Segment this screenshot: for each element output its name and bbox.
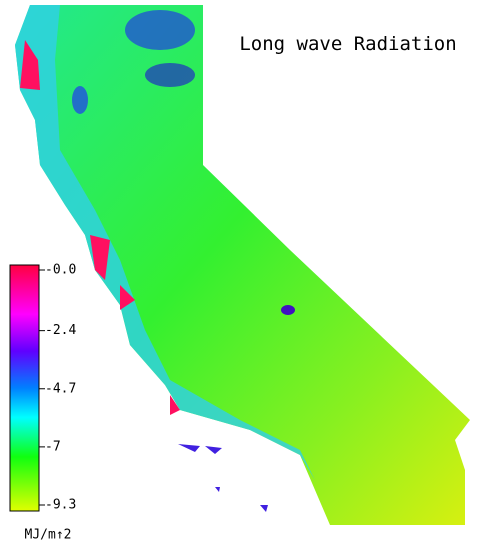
colorbar-tick-label: -2.4 <box>45 323 76 338</box>
colorbar-unit: MJ/m↑2 <box>25 528 72 543</box>
colorbar-tick-label: -9.3 <box>45 498 76 513</box>
california-map <box>15 5 470 525</box>
coast-cyan <box>15 5 315 480</box>
colorbar-tick-label: -7 <box>45 439 61 454</box>
colorbar-tick-label: -4.7 <box>45 381 76 396</box>
blue-patch <box>145 63 195 87</box>
state-land <box>15 5 470 525</box>
islands <box>178 444 268 512</box>
blue-patch <box>125 10 195 50</box>
blue-patch <box>281 305 295 315</box>
colorbar <box>9 264 40 512</box>
coast-red <box>20 40 180 415</box>
map-title: Long wave Radiation <box>239 33 456 55</box>
colorbar-tick-label: -0.0 <box>45 263 76 278</box>
blue-patch <box>72 86 88 114</box>
